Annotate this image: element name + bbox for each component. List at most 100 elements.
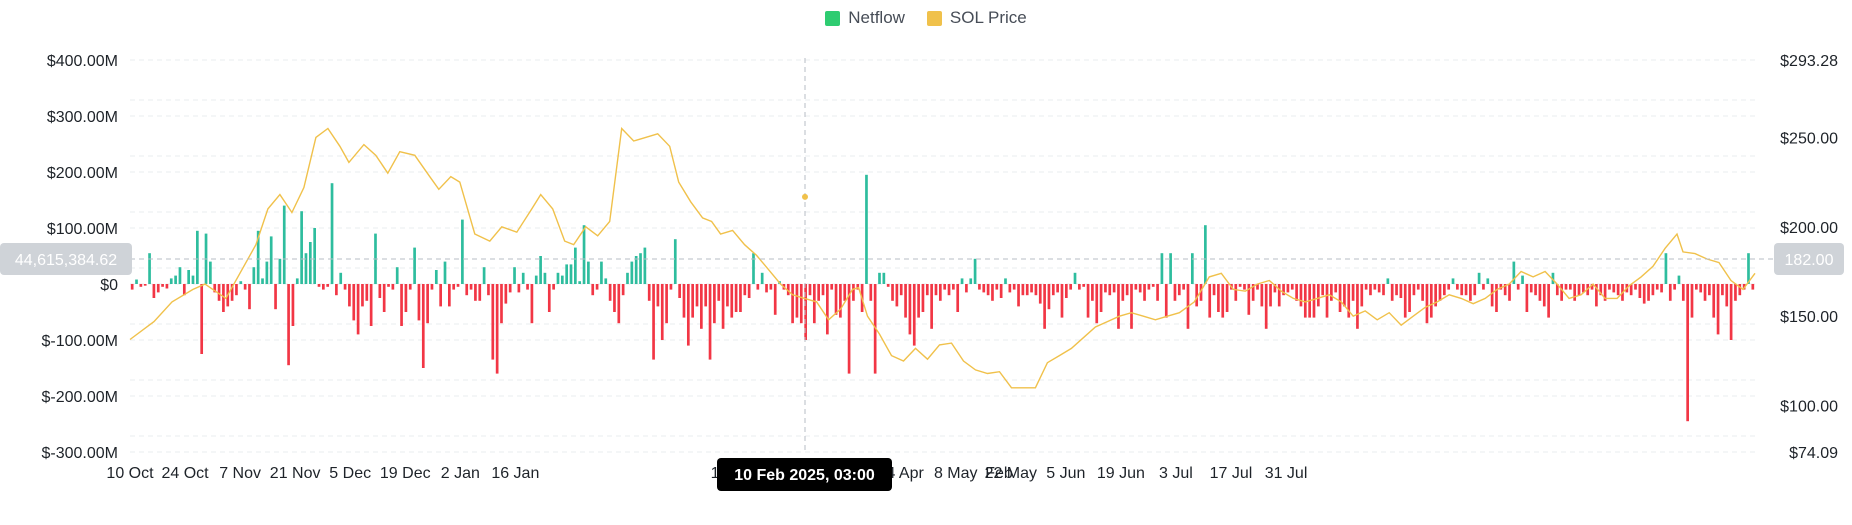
netflow-bar	[196, 230, 199, 284]
left-y-tick-label: $300.00M	[47, 109, 118, 126]
netflow-bar	[461, 219, 464, 284]
netflow-bar	[1538, 284, 1542, 301]
netflow-bar	[413, 247, 416, 284]
netflow-bar	[1725, 284, 1729, 307]
netflow-bar	[1182, 284, 1185, 290]
netflow-bar	[600, 261, 603, 284]
sol-price-line	[129, 126, 1756, 389]
netflow-bar	[1047, 284, 1051, 310]
netflow-bar	[1030, 284, 1033, 293]
legend-item-netflow[interactable]: Netflow	[825, 8, 905, 28]
netflow-bar	[830, 284, 834, 290]
netflow-bar	[274, 284, 277, 310]
netflow-bar	[925, 284, 929, 296]
netflow-bar	[1256, 284, 1259, 290]
netflow-bar	[578, 281, 582, 284]
netflow-bar	[899, 284, 903, 296]
netflow-bar	[956, 284, 960, 312]
netflow-bar	[339, 272, 343, 284]
netflow-bar	[243, 284, 247, 290]
netflow-bar	[726, 284, 729, 307]
left-y-tick-label: $-200.00M	[42, 389, 119, 406]
netflow-bar	[1525, 284, 1529, 312]
netflow-bar	[1655, 284, 1659, 290]
netflow-bar	[852, 284, 855, 301]
netflow-bar	[1521, 275, 1524, 284]
netflow-bar	[856, 284, 860, 290]
netflow-bar	[608, 284, 612, 301]
x-tick-label: 19 Dec	[380, 465, 431, 482]
netflow-bar	[265, 261, 269, 284]
netflow-bar	[1608, 284, 1611, 290]
crosshair-netflow-value: 44,615,384.62	[15, 252, 117, 269]
netflow-bar	[1442, 284, 1446, 296]
netflow-bar	[343, 284, 347, 290]
netflow-bar	[665, 284, 668, 324]
netflow-bar	[230, 284, 234, 301]
netflow-bar	[378, 284, 382, 298]
netflow-bar	[556, 272, 560, 284]
netflow-bar	[1143, 284, 1146, 301]
netflow-bar	[982, 284, 986, 293]
netflow-bar	[626, 272, 629, 284]
netflow-bar	[713, 284, 716, 324]
netflow-bar	[799, 284, 803, 324]
netflow-bar	[161, 284, 164, 287]
netflow-bar	[361, 284, 364, 307]
netflow-bar	[1751, 284, 1755, 290]
netflow-bar	[1008, 284, 1012, 293]
netflow-bar	[1238, 284, 1242, 287]
netflow-bar	[1286, 284, 1290, 293]
netflow-bar	[865, 174, 868, 284]
netflow-bar	[421, 284, 425, 368]
netflow-bar	[1204, 225, 1207, 284]
netflow-bar	[1330, 284, 1333, 301]
x-tick-label: 17 Jul	[1210, 465, 1253, 482]
netflow-bar	[1243, 284, 1246, 290]
netflow-bar	[1438, 284, 1442, 301]
netflow-bar	[791, 284, 794, 324]
netflow-bar	[1564, 284, 1568, 290]
netflow-bar	[1012, 284, 1016, 290]
netflow-bar	[552, 284, 555, 290]
netflow-bar	[1017, 284, 1020, 307]
crosshair-price-marker	[802, 193, 808, 200]
netflow-bar	[639, 253, 642, 284]
netflow-bar	[1612, 284, 1616, 293]
netflow-bar	[1456, 284, 1459, 290]
netflow-bar	[487, 284, 490, 296]
netflow-bar	[308, 242, 312, 284]
netflow-bar	[543, 272, 547, 284]
netflow-bar	[630, 261, 634, 284]
netflow-bar	[261, 278, 264, 284]
netflow-bar	[812, 284, 816, 324]
netflow-bar	[1282, 284, 1285, 296]
netflow-bar	[1078, 284, 1081, 290]
x-axis: 10 Oct 24 Oct 7 Nov 21 Nov 5 Dec 19 Dec 2 Jan 1…	[106, 465, 1307, 482]
netflow-bar	[734, 284, 738, 312]
netflow-bar	[174, 275, 177, 284]
netflow-bar	[660, 284, 664, 340]
netflow-bar	[647, 284, 651, 301]
netflow-bar	[1490, 284, 1494, 307]
netflow-bar	[547, 284, 551, 312]
netflow-bar	[465, 284, 469, 296]
netflow-bar	[404, 284, 408, 312]
netflow-bar	[1590, 284, 1594, 290]
netflow-bar	[765, 284, 768, 293]
netflow-bar	[1681, 284, 1685, 301]
netflow-bar	[1069, 284, 1073, 290]
netflow-bar	[826, 284, 829, 335]
netflow-bar	[930, 284, 933, 329]
netflow-bar	[1082, 284, 1086, 287]
netflow-bar	[743, 284, 747, 296]
netflow-bar	[456, 284, 460, 287]
netflow-bar	[300, 211, 303, 284]
netflow-bar	[1721, 284, 1724, 296]
legend-item-sol-price[interactable]: SOL Price	[926, 8, 1027, 28]
right-y-tick-label: $100.00	[1780, 399, 1838, 416]
netflow-bar	[943, 284, 947, 290]
netflow-bar	[1356, 284, 1359, 329]
netflow-bar	[717, 284, 721, 301]
